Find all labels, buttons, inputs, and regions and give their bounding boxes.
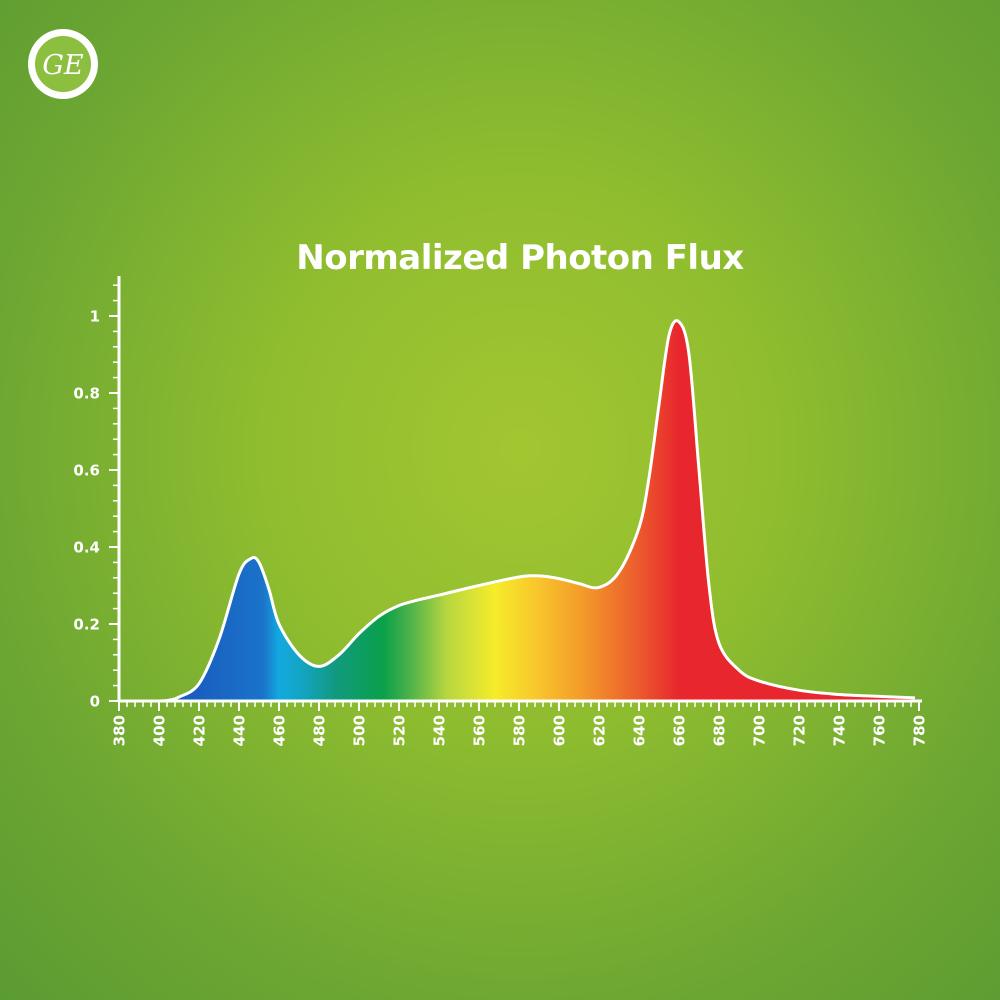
x-tick-label: 580	[511, 715, 529, 746]
x-tick-label: 560	[471, 715, 489, 746]
y-tick-label: 0.6	[73, 462, 100, 480]
x-tick-label: 620	[591, 715, 609, 746]
x-tick-label: 720	[791, 715, 809, 746]
x-tick-label: 380	[111, 715, 129, 746]
x-tick-label: 760	[871, 715, 889, 746]
y-tick-label: 0.8	[73, 385, 100, 403]
x-tick-label: 480	[311, 715, 329, 746]
y-tick-labels: 0 0.2 0.4 0.6 0.8 1	[73, 308, 100, 711]
x-tick-label: 640	[631, 715, 649, 746]
x-tick-label: 520	[391, 715, 409, 746]
x-tick-label: 400	[151, 715, 169, 746]
x-tick-label: 500	[351, 715, 369, 746]
x-tick-label: 540	[431, 715, 449, 746]
y-tick-label: 0.4	[73, 539, 100, 557]
x-tick-label: 700	[751, 715, 769, 746]
x-tick-labels: 380 400 420 440 460 480 500 520 540 560 580 600 620 6…	[111, 715, 929, 746]
y-tick-label: 1	[90, 308, 100, 326]
x-tick-label: 740	[831, 715, 849, 746]
photon-flux-curve	[119, 319, 916, 703]
ge-logo: GE	[28, 29, 98, 99]
x-tick-label: 680	[711, 715, 729, 746]
chart-title: Normalized Photon Flux	[296, 238, 744, 278]
x-tick-label: 600	[551, 715, 569, 746]
axes	[109, 276, 922, 711]
ge-monogram-icon: GE	[42, 50, 84, 81]
y-tick-label: 0.2	[73, 616, 100, 634]
x-tick-label: 460	[271, 715, 289, 746]
x-tick-label: 660	[671, 715, 689, 746]
x-tick-label: 440	[231, 715, 249, 746]
x-tick-label: 420	[191, 715, 209, 746]
y-tick-label: 0	[90, 693, 100, 711]
x-tick-label: 780	[911, 715, 929, 746]
spectrum-area	[119, 320, 915, 701]
